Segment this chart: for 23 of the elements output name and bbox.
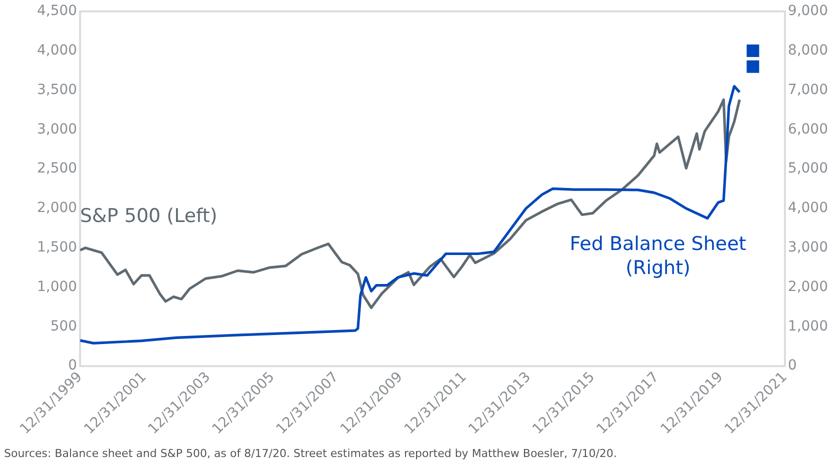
y2-tick-label: 0 bbox=[788, 358, 797, 374]
y-tick-label: 3,500 bbox=[36, 82, 78, 98]
y-tick-label: 2,000 bbox=[36, 200, 78, 216]
y2-tick-label: 2,000 bbox=[788, 278, 828, 295]
y2-tick-label: 6,000 bbox=[788, 121, 828, 138]
y2-tick-label: 4,000 bbox=[788, 200, 828, 216]
source-note: Sources: Balance sheet and S&P 500, as of 8/17/20. Street estimates as reported by Matthew Boesler, 7/10/20. bbox=[4, 447, 617, 460]
y-tick-label: 4,500 bbox=[36, 3, 78, 20]
y-tick-label: 2,500 bbox=[36, 160, 78, 177]
y-tick-label: 0 bbox=[68, 358, 78, 374]
y-tick-label: 500 bbox=[50, 318, 78, 334]
y2-tick-label: 3,000 bbox=[788, 239, 828, 256]
y2-tick-label: 1,000 bbox=[788, 318, 828, 334]
text: Fed Balance Sheet (Right) bbox=[570, 233, 746, 279]
y2-tick-label: 5,000 bbox=[788, 160, 828, 177]
y-tick-label: 1,000 bbox=[36, 278, 78, 295]
y2-tick-label: 7,000 bbox=[788, 82, 828, 98]
y2-tick-label: 8,000 bbox=[788, 42, 828, 58]
y-tick-label: 4,000 bbox=[36, 42, 78, 58]
series-label: S&P 500 (Left) bbox=[80, 205, 218, 227]
y-tick-label: 1,500 bbox=[36, 239, 78, 256]
y2-tick-label: 9,000 bbox=[788, 3, 828, 20]
y-tick-label: 3,000 bbox=[36, 121, 78, 138]
